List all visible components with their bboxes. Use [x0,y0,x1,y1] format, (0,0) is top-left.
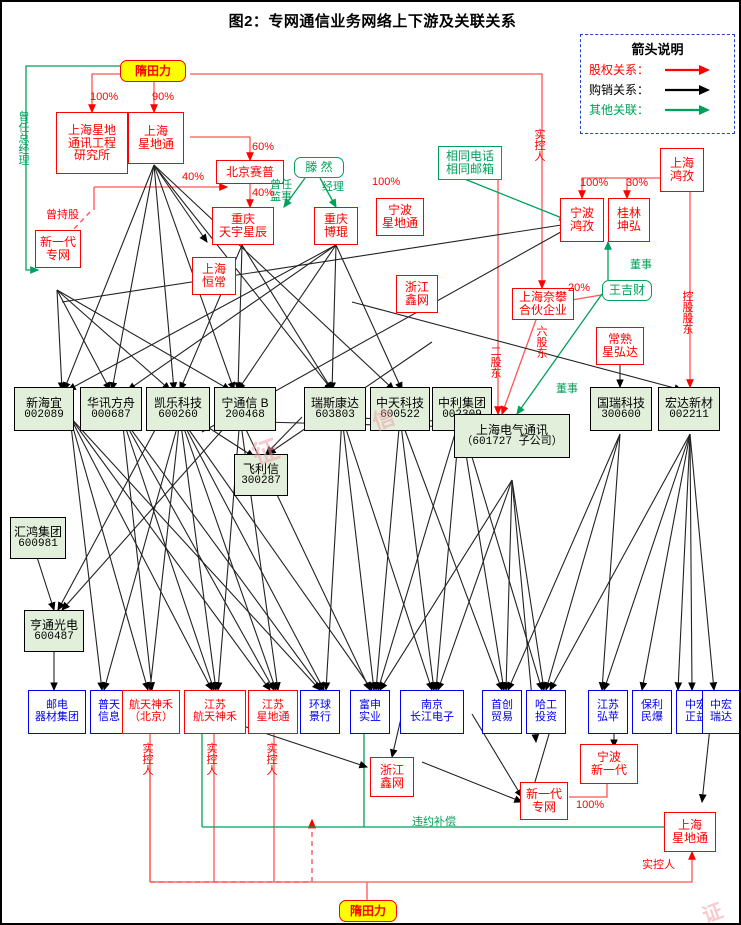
label-sixth-shareholder: 六股东 [536,326,548,360]
node-beijing-saipu[interactable]: 北京赛普 [216,160,284,184]
node-hagong-touzi[interactable]: 哈工 投资 [526,690,566,734]
label-director-guilin: 董事 [630,259,652,271]
legend-label-trade: 购销关系： [589,83,650,97]
node-ningbo-xingditong[interactable]: 宁波 星地通 [376,198,424,236]
legend-title: 箭头说明 [631,42,684,57]
node-jiangsu-xingditong[interactable]: 江苏 星地通 [248,690,298,734]
node-youdian-qicai-jituan[interactable]: 邮电 器材集团 [28,690,86,734]
node-listed-huihongjituan[interactable]: 汇鸿集团 600981 [10,517,66,559]
node-shanghai-hengchang[interactable]: 上海 恒常 [192,257,236,295]
node-jiangsu-hangtian-shenhe[interactable]: 江苏 航天神禾 [184,690,246,734]
node-xinyidai-zhuanwang-bottom[interactable]: 新一代 专网 [520,782,568,820]
node-xinyidai-zhuanwang-left[interactable]: 新一代 专网 [35,230,81,268]
label-actual-controller-1: 实控人 [142,743,154,777]
label-actual-controller-3: 实控人 [266,743,278,777]
node-listed-huaxunfangzhou[interactable]: 华讯方舟 000687 [80,387,142,431]
node-listed-hongdaxincai[interactable]: 宏达新材 002211 [658,387,720,431]
page-title: 图2：专网通信业务网络上下游及关联关系 [228,13,517,30]
node-sui-tianli-top[interactable]: 隋田力 [120,60,186,82]
node-shanghai-xingditong-research[interactable]: 上海星地 通讯工程 研究所 [56,112,128,174]
node-fushen-shiye[interactable]: 富申 实业 [350,690,390,734]
label-100-percent-ningbo-xingditong: 100% [372,176,401,188]
label-former-general-manager: 曾任总经理 [18,111,30,167]
label-100-percent-ningbo-xinyidai: 100% [576,799,605,811]
label-60-percent-saipu: 60% [252,141,275,153]
legend-label-other: 其他关联： [589,103,650,117]
node-listed-xinhaiyi[interactable]: 新海宜 002089 [14,387,74,431]
node-same-phone-same-email: 相同电话 相同邮箱 [438,146,502,180]
legend-label-equity: 股权关系： [589,63,650,77]
node-listed-hengtongguangdian[interactable]: 亨通光电 600487 [24,610,84,652]
label-actual-controller-mid: 实控人 [534,129,546,163]
label-manager: 经理 [322,181,344,193]
label-100-percent-research: 100% [90,91,119,103]
node-listed-shanghai-dianqi-tongxun[interactable]: 上海电气通讯 （601727 子公司） [454,414,570,458]
node-listed-ningtongxin-b[interactable]: 宁通信 B 200468 [214,387,276,431]
node-guilin-kunhong[interactable]: 桂林 坤弘 [608,198,650,242]
node-shanghai-xingditong-bottom[interactable]: 上海 星地通 [664,812,716,852]
legend-arrow-trade-icon [665,84,710,95]
label-40-percent-saipu: 40% [182,171,205,183]
node-zhejiang-xinwang-bottom[interactable]: 浙江 鑫网 [370,757,414,797]
node-listed-kailekeji[interactable]: 凯乐科技 600260 [146,387,210,431]
legend-row-equity: 股权关系： [589,61,734,78]
node-baoli-minbao[interactable]: 保利 民爆 [632,690,672,734]
legend-arrow-other-icon [665,104,710,115]
node-ningbo-xinyidai[interactable]: 宁波 新一代 [580,744,638,784]
label-actual-controller-2: 实控人 [206,743,218,777]
label-40-percent-tianyu: 40% [252,187,275,199]
label-director-shdq: 董事 [556,383,578,395]
node-shanghai-naipan-partnership[interactable]: 上海奈攀 合伙企业 [512,288,574,320]
label-actual-controller-bottom: 实控人 [642,859,675,871]
node-teng-ran[interactable]: 滕 然 [294,157,344,178]
label-former-shareholder: 曾持股 [46,209,79,221]
legend-row-other: 其他关联： [589,101,734,118]
node-listed-zhongtiankeji[interactable]: 中天科技 600522 [370,387,430,431]
label-former-supervisor: 曾任监事 [270,179,292,203]
node-wang-jicai[interactable]: 王吉财 [602,280,652,301]
node-listed-ruisikangda[interactable]: 瑞斯康达 603803 [304,387,366,431]
node-shouchuang-maoyi[interactable]: 首创 贸易 [482,690,522,734]
label-breach-compensation: 违约补偿 [412,816,456,828]
node-listed-guoruikeji[interactable]: 国瑞科技 300600 [590,387,652,431]
node-chongqing-tianyuxingchen[interactable]: 重庆 天宇星辰 [212,207,274,245]
node-chongqing-bokun[interactable]: 重庆 博琨 [314,207,358,245]
legend-row-trade: 购销关系： [589,81,734,98]
node-ningbo-hongzi[interactable]: 宁波 鸿孜 [560,198,604,242]
label-20-percent-naipan: 20% [568,282,591,294]
node-nanjing-changjiang-dianzi[interactable]: 南京 长江电子 [400,690,464,734]
node-jiangsu-hongping[interactable]: 江苏 弘苹 [588,690,628,734]
label-30-percent-guilin: 30% [626,177,649,189]
label-controlling-shareholder: 控股股东 [682,291,694,336]
label-100-percent-ningbo-hongzi: 100% [580,177,609,189]
node-zhonghong-ruida[interactable]: 中宏 瑞达 [702,690,739,734]
node-listed-feilixin[interactable]: 飞利信 300287 [234,454,288,496]
node-putian-xinxi[interactable]: 普天 信息 [90,690,128,734]
legend-arrow-equity-icon [665,64,710,75]
node-hangtian-shenhe-beijing[interactable]: 航天神禾 （北京） [122,690,180,734]
label-90-percent-xingditong: 90% [152,91,175,103]
watermark: 证 [699,900,727,925]
node-sui-tianli-bottom[interactable]: 隋田力 [339,900,397,922]
node-changshu-xinghongda[interactable]: 常熟 星弘达 [596,327,644,365]
node-huanqiu-jingxing[interactable]: 环球 景行 [300,690,340,734]
node-shanghai-xingditong-top[interactable]: 上海 星地通 [128,112,184,164]
node-shanghai-hongzi[interactable]: 上海 鸿孜 [660,148,704,192]
node-zhejiang-xinwang-mid[interactable]: 浙江 鑫网 [396,275,438,313]
legend-box: 箭头说明 股权关系： 购销关系： 其他关联： [580,34,735,134]
label-second-shareholder: 二股东 [490,346,502,380]
